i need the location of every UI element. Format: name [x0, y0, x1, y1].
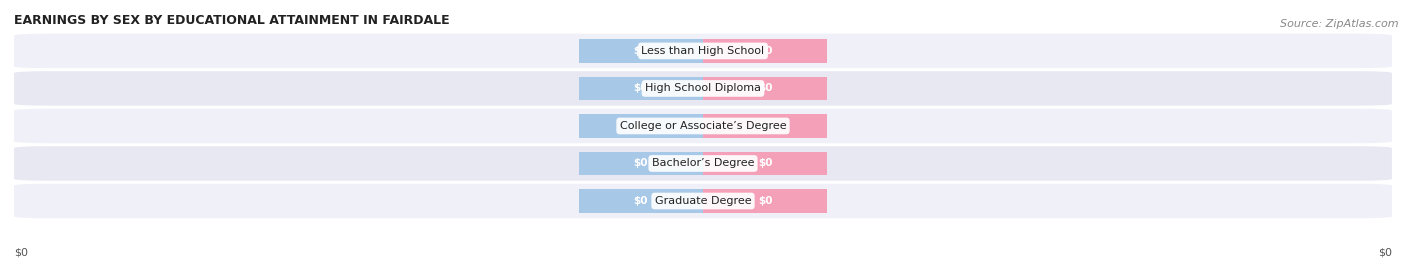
Text: Bachelor’s Degree: Bachelor’s Degree	[652, 158, 754, 169]
FancyBboxPatch shape	[14, 71, 1392, 106]
Text: $0: $0	[758, 83, 772, 94]
Bar	[703, 152, 827, 175]
FancyBboxPatch shape	[14, 109, 1392, 143]
Text: Less than High School: Less than High School	[641, 46, 765, 56]
Text: $0: $0	[634, 196, 648, 206]
Text: $0: $0	[758, 121, 772, 131]
Bar	[703, 39, 827, 62]
Bar	[703, 189, 827, 213]
Bar	[579, 114, 703, 137]
Text: $0: $0	[634, 46, 648, 56]
Text: EARNINGS BY SEX BY EDUCATIONAL ATTAINMENT IN FAIRDALE: EARNINGS BY SEX BY EDUCATIONAL ATTAINMEN…	[14, 14, 450, 27]
Text: High School Diploma: High School Diploma	[645, 83, 761, 94]
Bar	[579, 152, 703, 175]
Bar	[703, 77, 827, 100]
Text: $0: $0	[634, 121, 648, 131]
Bar	[703, 114, 827, 137]
FancyBboxPatch shape	[14, 184, 1392, 218]
Text: $0: $0	[758, 158, 772, 169]
Text: Source: ZipAtlas.com: Source: ZipAtlas.com	[1281, 19, 1399, 29]
Text: $0: $0	[1378, 247, 1392, 257]
FancyBboxPatch shape	[14, 34, 1392, 68]
Bar	[579, 39, 703, 62]
Text: $0: $0	[758, 196, 772, 206]
Text: Graduate Degree: Graduate Degree	[655, 196, 751, 206]
Text: $0: $0	[758, 46, 772, 56]
Text: $0: $0	[634, 158, 648, 169]
Text: $0: $0	[634, 83, 648, 94]
Text: College or Associate’s Degree: College or Associate’s Degree	[620, 121, 786, 131]
Bar	[579, 77, 703, 100]
Bar	[579, 189, 703, 213]
FancyBboxPatch shape	[14, 146, 1392, 181]
Text: $0: $0	[14, 247, 28, 257]
